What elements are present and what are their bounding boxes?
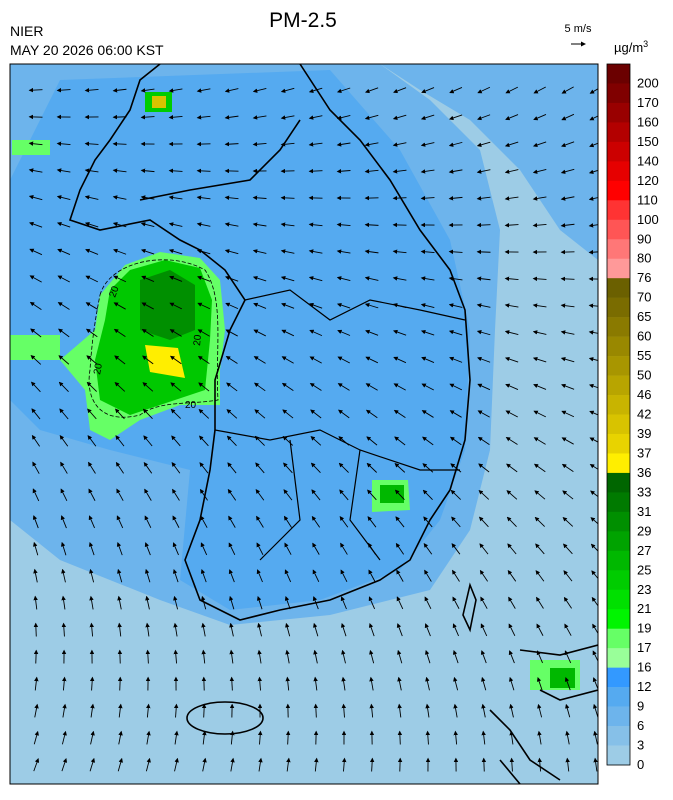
colorbar-segment <box>607 473 630 493</box>
colorbar-segment <box>607 668 630 688</box>
colorbar-segment <box>607 434 630 454</box>
colorbar-label: 55 <box>637 348 651 363</box>
colorbar-label: 6 <box>637 718 644 733</box>
colorbar-segment <box>607 181 630 201</box>
colorbar-segment <box>607 707 630 727</box>
colorbar-label: 3 <box>637 738 644 753</box>
colorbar-segment <box>607 122 630 142</box>
colorbar-segment <box>607 648 630 668</box>
timestamp: MAY 20 2026 06:00 KST <box>10 42 164 58</box>
colorbar-label: 39 <box>637 426 651 441</box>
contour-label: 20 <box>185 400 197 411</box>
colorbar-segment <box>607 200 630 220</box>
colorbar-label: 170 <box>637 95 659 110</box>
contour-label: 20 <box>192 334 204 346</box>
colorbar-label: 0 <box>637 757 644 772</box>
colorbar-segment <box>607 395 630 415</box>
unit-base: µg/m <box>614 40 643 55</box>
colorbar: 2001701601501401201101009080767065605550… <box>607 64 659 772</box>
colorbar-segment <box>607 142 630 162</box>
colorbar-segment <box>607 317 630 337</box>
colorbar-segment <box>607 492 630 512</box>
wind-arrow <box>394 198 407 199</box>
colorbar-label: 60 <box>637 329 651 344</box>
colorbar-label: 65 <box>637 309 651 324</box>
wind-arrow <box>114 144 127 145</box>
colorbar-segment <box>607 551 630 571</box>
colorbar-segment <box>607 609 630 629</box>
colorbar-segment <box>607 590 630 610</box>
colorbar-label: 110 <box>637 192 658 207</box>
colorbar-segment <box>607 239 630 259</box>
colorbar-segment <box>607 512 630 532</box>
colorbar-label: 200 <box>637 75 659 90</box>
colorbar-segment <box>607 453 630 473</box>
pollution-field <box>550 668 575 688</box>
pollution-field <box>152 96 166 108</box>
colorbar-label: 33 <box>637 484 651 499</box>
colorbar-segment <box>607 415 630 435</box>
wind-scale: 5 m/s <box>565 23 592 35</box>
colorbar-segment <box>607 83 630 103</box>
colorbar-label: 100 <box>637 212 659 227</box>
colorbar-label: 25 <box>637 562 651 577</box>
colorbar-label: 76 <box>637 270 651 285</box>
colorbar-segment <box>607 629 630 649</box>
colorbar-segment <box>607 376 630 396</box>
colorbar-label: 36 <box>637 465 651 480</box>
title: PM-2.5 <box>269 9 337 32</box>
colorbar-segment <box>607 356 630 376</box>
colorbar-label: 37 <box>637 445 651 460</box>
wind-arrow <box>120 678 121 691</box>
colorbar-label: 120 <box>637 173 659 188</box>
wind-arrow <box>204 705 205 718</box>
map: 20 20 20 20 <box>10 64 602 784</box>
colorbar-segment <box>607 161 630 181</box>
colorbar-segment <box>607 337 630 357</box>
colorbar-segment <box>607 746 630 766</box>
colorbar-label: 46 <box>637 387 651 402</box>
colorbar-label: 90 <box>637 231 651 246</box>
colorbar-segment <box>607 687 630 707</box>
pollution-field <box>380 485 404 503</box>
colorbar-segment <box>607 103 630 123</box>
wind-arrow <box>400 732 401 745</box>
colorbar-label: 19 <box>637 621 651 636</box>
colorbar-segment <box>607 259 630 279</box>
colorbar-label: 17 <box>637 640 651 655</box>
colorbar-label: 31 <box>637 504 651 519</box>
colorbar-label: 21 <box>637 601 651 616</box>
colorbar-segment <box>607 278 630 298</box>
colorbar-label: 140 <box>637 153 659 168</box>
colorbar-label: 42 <box>637 407 651 422</box>
wind-arrow <box>484 759 485 772</box>
wind-arrow <box>30 90 43 91</box>
colorbar-label: 80 <box>637 251 651 266</box>
unit: µg/m3 <box>614 39 648 55</box>
colorbar-label: 16 <box>637 660 651 675</box>
colorbar-label: 12 <box>637 679 651 694</box>
wind-arrow <box>562 279 575 280</box>
colorbar-label: 9 <box>637 699 644 714</box>
agency: NIER <box>10 23 43 39</box>
colorbar-segment <box>607 298 630 318</box>
wind-arrow <box>198 171 211 172</box>
colorbar-segment <box>607 64 630 84</box>
pollution-field <box>140 270 195 340</box>
colorbar-label: 27 <box>637 543 651 558</box>
colorbar-segment <box>607 570 630 590</box>
colorbar-label: 29 <box>637 523 651 538</box>
colorbar-segment <box>607 220 630 240</box>
colorbar-label: 70 <box>637 290 651 305</box>
colorbar-segment <box>607 726 630 746</box>
unit-exponent: 3 <box>643 39 648 49</box>
wind-arrow <box>478 225 491 226</box>
colorbar-label: 160 <box>637 114 659 129</box>
colorbar-segment <box>607 531 630 551</box>
colorbar-label: 50 <box>637 368 651 383</box>
colorbar-label: 150 <box>637 134 659 149</box>
wind-arrow <box>36 624 37 637</box>
colorbar-label: 23 <box>637 582 651 597</box>
